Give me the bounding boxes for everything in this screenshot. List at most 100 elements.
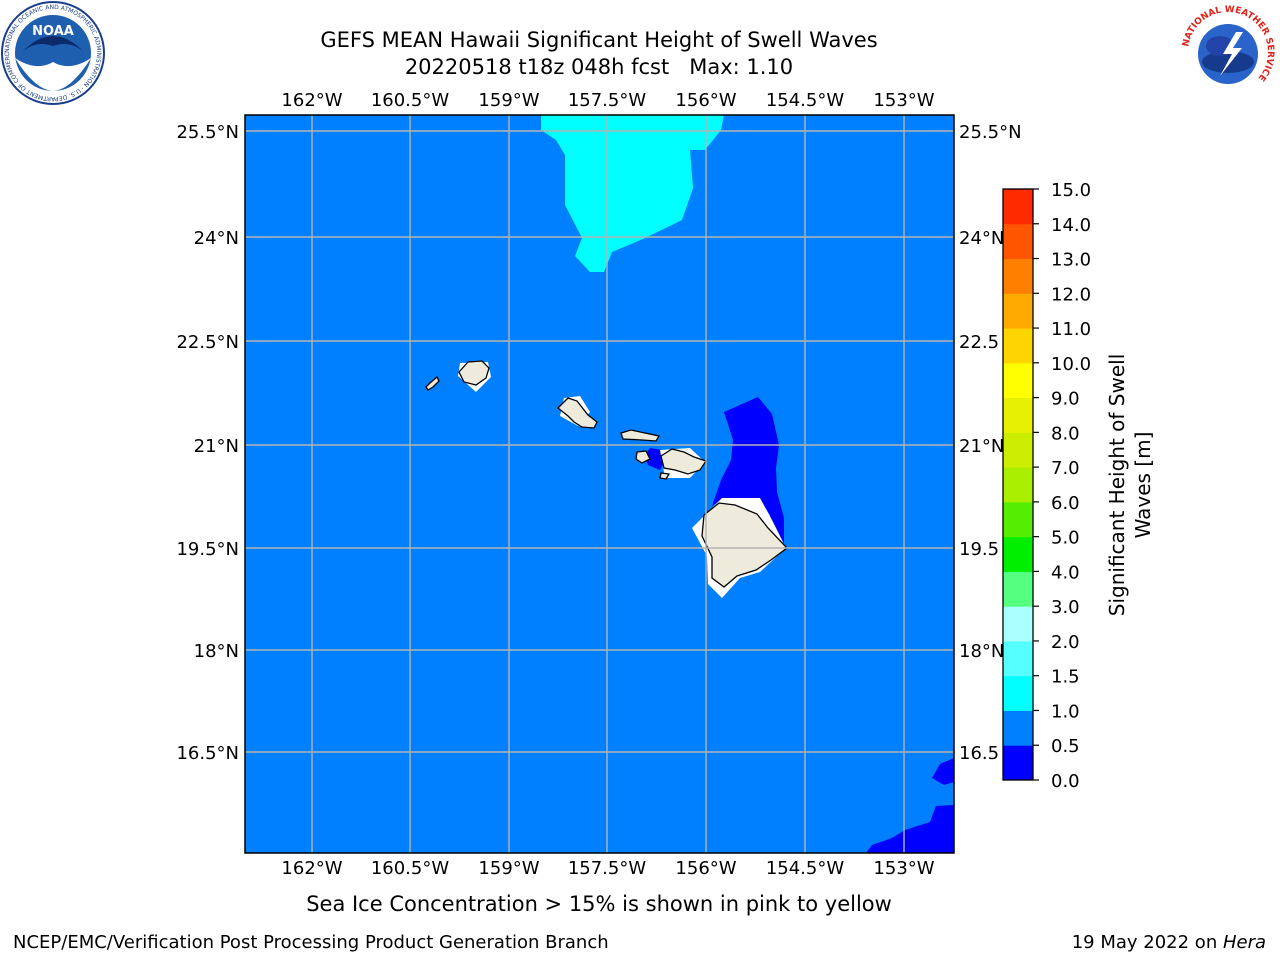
colorbar-cell bbox=[1003, 328, 1033, 364]
lat-label-left: 25.5°N bbox=[176, 122, 239, 143]
nws-logo: NATIONAL WEATHER SERVICE bbox=[1178, 2, 1278, 102]
island-molokai bbox=[620, 429, 661, 442]
colorbar-tick-label: 11.0 bbox=[1051, 319, 1091, 340]
colorbar-cell bbox=[1003, 467, 1033, 503]
colorbar-tick-label: 2.0 bbox=[1051, 632, 1080, 653]
colorbar-cell bbox=[1003, 189, 1033, 225]
lon-label-top: 153°W bbox=[873, 90, 934, 111]
colorbar-tick-label: 1.0 bbox=[1051, 701, 1080, 722]
lat-label-left: 22.5°N bbox=[176, 332, 239, 353]
map-frame bbox=[244, 114, 955, 854]
lon-label-top: 162°W bbox=[281, 90, 342, 111]
lon-label-bottom: 160.5°W bbox=[371, 858, 450, 879]
island-oahu bbox=[557, 397, 598, 429]
colorbar-tick-label: 12.0 bbox=[1051, 284, 1091, 305]
colorbar-cell bbox=[1003, 223, 1033, 260]
colorbar-tick-label: 6.0 bbox=[1051, 493, 1080, 514]
colorbar-tick-label: 7.0 bbox=[1051, 458, 1080, 479]
lat-label-right: 24°N bbox=[959, 228, 1004, 249]
chart-title: GEFS MEAN Hawaii Significant Height of S… bbox=[320, 28, 878, 52]
lat-label-right: 19.5 bbox=[959, 539, 999, 560]
colorbar-cell bbox=[1003, 710, 1033, 746]
swell-field-0-0.5m-se2 bbox=[866, 805, 954, 853]
lat-labels-left: 25.5°N 24°N 22.5°N 21°N 19.5°N 18°N 16.5°N bbox=[176, 122, 239, 764]
colorbar: 0.0 0.5 1.0 1.5 2.0 3.0 4.0 5.0 6.0 7.0 8.0 9.0 10.0… bbox=[1002, 180, 1155, 792]
lon-labels-bottom: 162°W 160.5°W 159°W 157.5°W 156°W 154.5°W 153°… bbox=[281, 858, 934, 879]
colorbar-cell bbox=[1003, 397, 1033, 433]
lat-label-right: 21°N bbox=[959, 436, 1004, 457]
lat-label-right: 22.5 bbox=[959, 332, 999, 353]
lat-label-left: 21°N bbox=[194, 436, 239, 457]
lon-label-bottom: 157.5°W bbox=[568, 858, 647, 879]
colorbar-tick-label: 9.0 bbox=[1051, 389, 1080, 410]
lon-label-top: 160.5°W bbox=[371, 90, 450, 111]
lon-label-top: 154.5°W bbox=[766, 90, 845, 111]
colorbar-tick-label: 0.0 bbox=[1051, 771, 1080, 792]
swell-field-1-1.5m bbox=[541, 115, 724, 272]
colorbar-tick-label: 13.0 bbox=[1051, 250, 1091, 271]
island-hawaii bbox=[701, 502, 788, 588]
island-kauai bbox=[458, 360, 490, 386]
lat-label-left: 24°N bbox=[194, 228, 239, 249]
lon-label-bottom: 156°W bbox=[675, 858, 736, 879]
colorbar-cells bbox=[1003, 189, 1033, 781]
island-niihau bbox=[425, 375, 440, 391]
colorbar-tick-label: 0.5 bbox=[1051, 736, 1080, 757]
map-panel: 162°W 160.5°W 159°W 157.5°W 156°W 154.5°W 153°… bbox=[176, 90, 1021, 879]
island-maui bbox=[660, 448, 708, 475]
lat-label-left: 18°N bbox=[194, 641, 239, 662]
colorbar-cell bbox=[1003, 293, 1033, 329]
noaa-logo-text: NOAA bbox=[32, 24, 74, 39]
swell-field-0-0.5m-maui bbox=[644, 448, 664, 470]
swell-field-0-0.5m-hawaii bbox=[712, 397, 784, 556]
lon-labels-top: 162°W 160.5°W 159°W 157.5°W 156°W 154.5°W 153°… bbox=[281, 90, 934, 111]
colorbar-tick-label: 15.0 bbox=[1051, 180, 1091, 201]
colorbar-tick-label: 1.5 bbox=[1051, 667, 1080, 688]
colorbar-tick-label: 3.0 bbox=[1051, 597, 1080, 618]
lon-label-top: 157.5°W bbox=[568, 90, 647, 111]
lat-label-left: 16.5°N bbox=[176, 743, 239, 764]
colorbar-tick-label: 8.0 bbox=[1051, 423, 1080, 444]
colorbar-cell bbox=[1003, 745, 1033, 781]
noaa-logo: NATIONAL OCEANIC AND ATMOSPHERIC ADMINIS… bbox=[0, 0, 105, 105]
island-lanai bbox=[635, 450, 651, 464]
colorbar-cell bbox=[1003, 432, 1033, 468]
lat-label-right: 16.5 bbox=[959, 743, 999, 764]
colorbar-cell bbox=[1003, 640, 1033, 677]
colorbar-label-line1: Significant Height of Swell bbox=[1105, 354, 1129, 616]
lon-label-bottom: 162°W bbox=[281, 858, 342, 879]
colorbar-tick-label: 5.0 bbox=[1051, 528, 1080, 549]
colorbar-cell bbox=[1003, 362, 1033, 399]
lon-label-top: 156°W bbox=[675, 90, 736, 111]
colorbar-cell bbox=[1003, 606, 1033, 642]
lon-label-bottom: 154.5°W bbox=[766, 858, 845, 879]
colorbar-tick-label: 10.0 bbox=[1051, 354, 1091, 375]
footer-branch: NCEP/EMC/Verification Post Processing Pr… bbox=[13, 932, 609, 953]
footer-date-text: 19 May 2022 on bbox=[1071, 932, 1223, 953]
colorbar-frame bbox=[1002, 188, 1034, 781]
lat-label-right: 25.5°N bbox=[959, 122, 1022, 143]
colorbar-tick-label: 4.0 bbox=[1051, 562, 1080, 583]
sea-ice-note: Sea Ice Concentration > 15% is shown in … bbox=[306, 892, 892, 916]
lat-label-right: 18°N bbox=[959, 641, 1004, 662]
swell-field-0-0.5m-se bbox=[932, 758, 954, 785]
colorbar-cell bbox=[1003, 571, 1033, 607]
colorbar-label-line2: Waves [m] bbox=[1131, 432, 1155, 539]
colorbar-tick-label: 14.0 bbox=[1051, 215, 1091, 236]
graticule bbox=[245, 115, 954, 853]
island-kahoolawe bbox=[659, 472, 671, 480]
footer-date: 19 May 2022 on Hera bbox=[1072, 932, 1266, 954]
lat-label-left: 19.5°N bbox=[176, 539, 239, 560]
colorbar-cell bbox=[1003, 501, 1033, 538]
footer-host: Hera bbox=[1222, 932, 1266, 953]
chart-subtitle: 20220518 t18z 048h fcst Max: 1.10 bbox=[404, 55, 794, 79]
lat-labels-right: 25.5°N 24°N 22.5 21°N 19.5 18°N 16.5 bbox=[959, 122, 1022, 764]
colorbar-ticks: 0.0 0.5 1.0 1.5 2.0 3.0 4.0 5.0 6.0 7.0 8.0 9.0 10.0… bbox=[1033, 180, 1091, 792]
colorbar-cell bbox=[1003, 675, 1033, 711]
lon-label-bottom: 153°W bbox=[873, 858, 934, 879]
colorbar-cell bbox=[1003, 536, 1033, 572]
islands bbox=[425, 360, 788, 588]
lon-label-top: 159°W bbox=[478, 90, 539, 111]
lon-label-bottom: 159°W bbox=[478, 858, 539, 879]
